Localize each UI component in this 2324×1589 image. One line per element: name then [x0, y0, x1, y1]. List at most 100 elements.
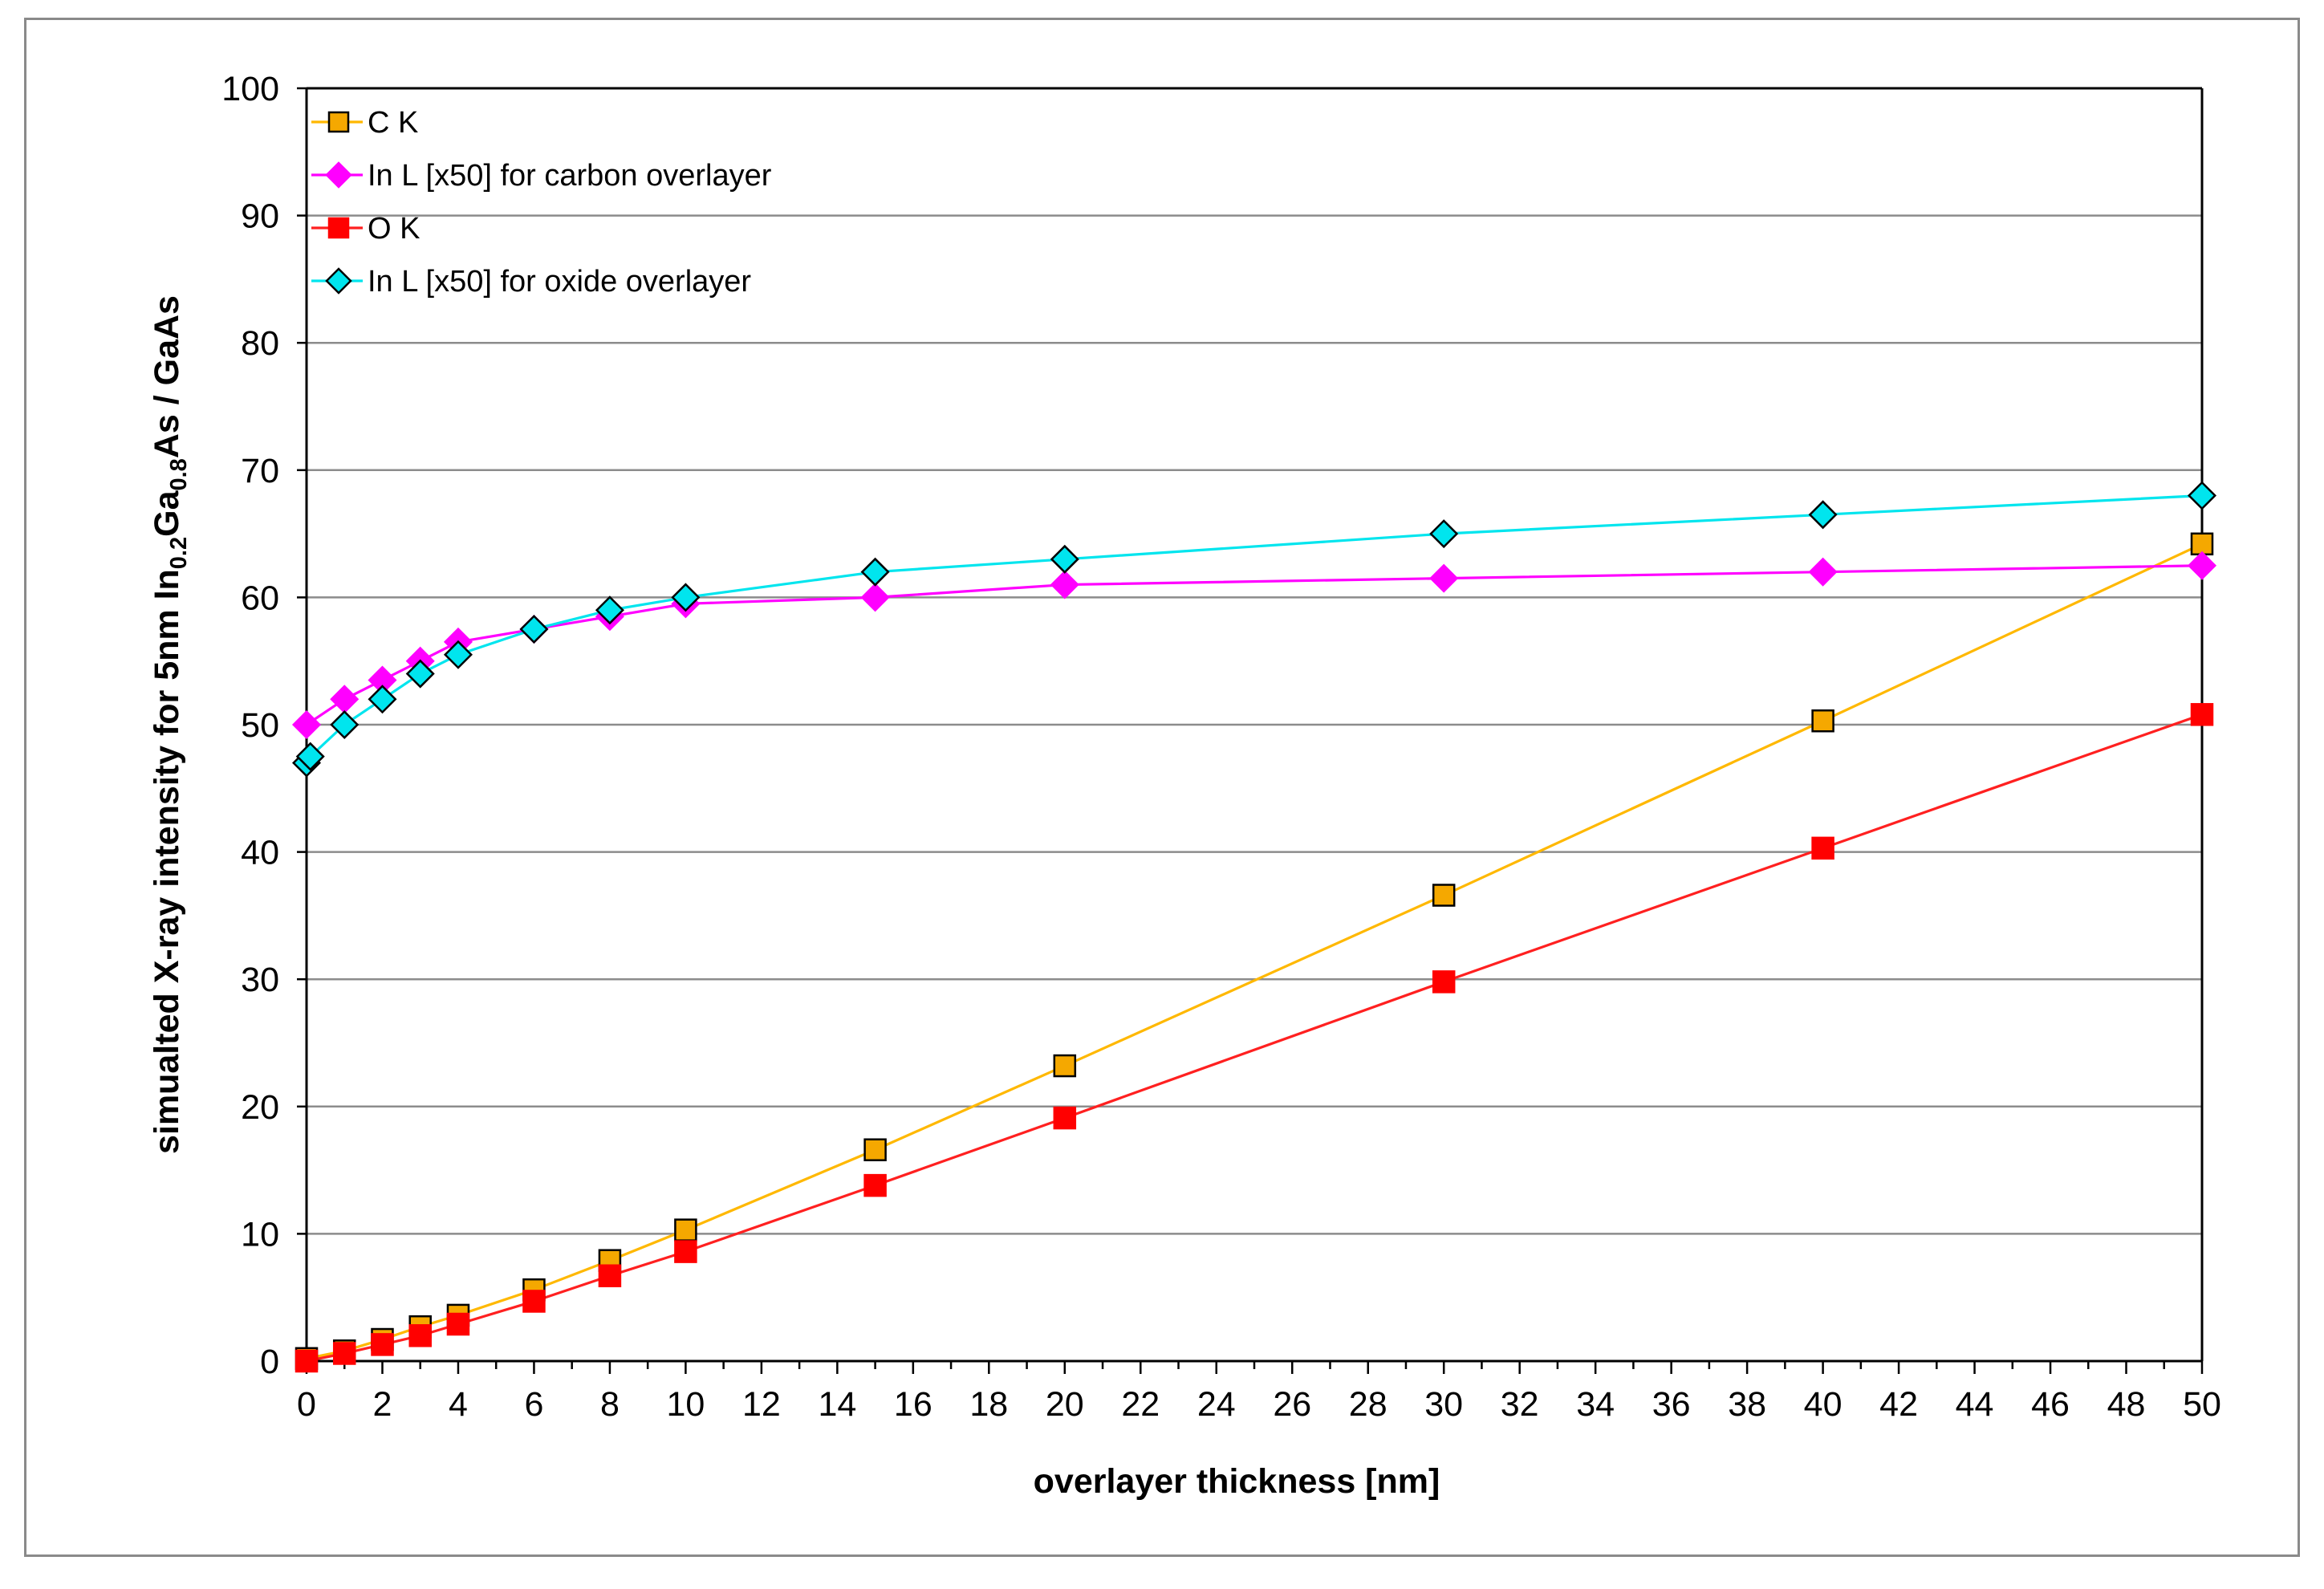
- x-tick-label: 20: [1046, 1385, 1084, 1424]
- data-point: [1429, 563, 1459, 593]
- data-point: [860, 583, 890, 612]
- x-tick-label: 12: [742, 1385, 781, 1424]
- y-tick-label: 10: [241, 1215, 279, 1254]
- x-tick-label: 46: [2031, 1385, 2070, 1424]
- series-3-markers: [291, 481, 2217, 778]
- legend-label: In L [x50] for carbon overlayer: [368, 159, 772, 193]
- data-point: [863, 1138, 887, 1161]
- x-tick-label: 38: [1728, 1385, 1766, 1424]
- x-tick-label: 4: [449, 1385, 468, 1424]
- data-point: [1811, 709, 1834, 733]
- data-point: [1053, 1054, 1077, 1078]
- data-point: [1811, 836, 1834, 860]
- x-tick-label: 28: [1349, 1385, 1387, 1424]
- data-point: [2190, 703, 2214, 726]
- x-tick-label: 22: [1121, 1385, 1160, 1424]
- x-tick-label: 36: [1652, 1385, 1691, 1424]
- data-point: [368, 685, 397, 714]
- data-point: [2187, 481, 2217, 510]
- y-tick-label: 90: [241, 197, 279, 236]
- y-axis-ticks: 0 10 20 30 40 50 60 70 80 90 100: [221, 70, 307, 1381]
- data-point: [1050, 544, 1079, 574]
- data-point: [295, 742, 325, 771]
- data-point: [595, 595, 624, 625]
- x-tick-label: 40: [1804, 1385, 1843, 1424]
- y-tick-label: 30: [241, 961, 279, 999]
- data-series: [291, 481, 2217, 1373]
- data-point: [674, 1240, 697, 1263]
- x-tick-label: 2: [373, 1385, 392, 1424]
- x-tick-label: 34: [1576, 1385, 1615, 1424]
- y-axis-title-mid: Ga: [148, 490, 186, 536]
- data-point: [1050, 570, 1079, 599]
- data-point: [863, 1173, 887, 1197]
- y-axis-title: simualted X-ray intensity for 5nm In0.2G…: [148, 295, 192, 1154]
- data-point: [1432, 884, 1456, 907]
- legend: C K In L [x50] for carbon overlayer O K In …: [311, 106, 772, 299]
- data-point: [330, 709, 360, 740]
- data-point: [291, 709, 322, 740]
- data-point: [446, 1312, 470, 1336]
- data-point: [2187, 551, 2217, 580]
- legend-item-3: In L [x50] for oxide overlayer: [311, 265, 751, 299]
- x-axis-ticks: 0 2 4 6 8 10 12 14 16 18 20 22 24 26 28 30 32 34 36 38 40 42 4…: [297, 1361, 2221, 1424]
- data-point: [295, 1349, 319, 1373]
- legend-marker: [327, 111, 350, 133]
- y-tick-label: 100: [221, 70, 279, 108]
- x-tick-label: 24: [1197, 1385, 1236, 1424]
- x-tick-label: 48: [2107, 1385, 2146, 1424]
- data-point: [443, 640, 473, 669]
- legend-label: O K: [368, 212, 420, 246]
- x-tick-label: 42: [1879, 1385, 1918, 1424]
- legend-marker: [327, 217, 350, 239]
- y-tick-label: 60: [241, 579, 279, 617]
- data-point: [674, 1218, 697, 1242]
- y-tick-label: 70: [241, 452, 279, 490]
- y-tick-label: 80: [241, 324, 279, 363]
- legend-marker: [325, 161, 352, 189]
- x-tick-label: 8: [600, 1385, 620, 1424]
- y-axis-title-suffix: As / GaAs: [148, 295, 186, 458]
- y-tick-label: 20: [241, 1088, 279, 1127]
- data-point: [332, 1342, 356, 1365]
- x-tick-label: 26: [1273, 1385, 1311, 1424]
- data-point: [519, 615, 549, 644]
- x-tick-label: 50: [2183, 1385, 2221, 1424]
- x-axis-title: overlayer thickness [nm]: [1034, 1462, 1440, 1501]
- data-point: [522, 1290, 546, 1313]
- data-point: [1053, 1106, 1077, 1130]
- x-tick-label: 0: [297, 1385, 316, 1424]
- x-tick-label: 32: [1501, 1385, 1539, 1424]
- x-tick-label: 14: [818, 1385, 856, 1424]
- data-point: [860, 557, 890, 587]
- legend-marker: [325, 267, 352, 295]
- y-tick-label: 40: [241, 834, 279, 872]
- y-axis-title-subscript-2: 0.8: [166, 458, 192, 490]
- x-tick-label: 18: [969, 1385, 1008, 1424]
- x-tick-label: 10: [666, 1385, 705, 1424]
- y-axis-title-prefix: simualted X-ray intensity for 5nm In: [148, 569, 186, 1154]
- legend-item-1: In L [x50] for carbon overlayer: [311, 159, 772, 193]
- data-point: [598, 1264, 622, 1287]
- y-tick-label: 50: [241, 706, 279, 745]
- data-point: [371, 1333, 394, 1356]
- y-axis-title-subscript-1: 0.2: [166, 537, 192, 569]
- data-point: [1808, 500, 1838, 530]
- series-2-markers: [295, 703, 2214, 1373]
- legend-label: C K: [368, 106, 418, 140]
- legend-item-0: C K: [311, 106, 418, 140]
- legend-item-2: O K: [311, 212, 420, 246]
- x-tick-label: 16: [894, 1385, 932, 1424]
- y-tick-label: 0: [260, 1343, 279, 1381]
- x-tick-label: 44: [1956, 1385, 1994, 1424]
- data-point: [405, 659, 435, 689]
- data-point: [1429, 519, 1459, 549]
- data-point: [671, 583, 701, 612]
- x-tick-label: 30: [1424, 1385, 1463, 1424]
- data-point: [1808, 557, 1838, 587]
- data-point: [1432, 970, 1456, 994]
- x-tick-label: 6: [524, 1385, 543, 1424]
- data-point: [408, 1324, 432, 1347]
- legend-label: In L [x50] for oxide overlayer: [368, 265, 751, 299]
